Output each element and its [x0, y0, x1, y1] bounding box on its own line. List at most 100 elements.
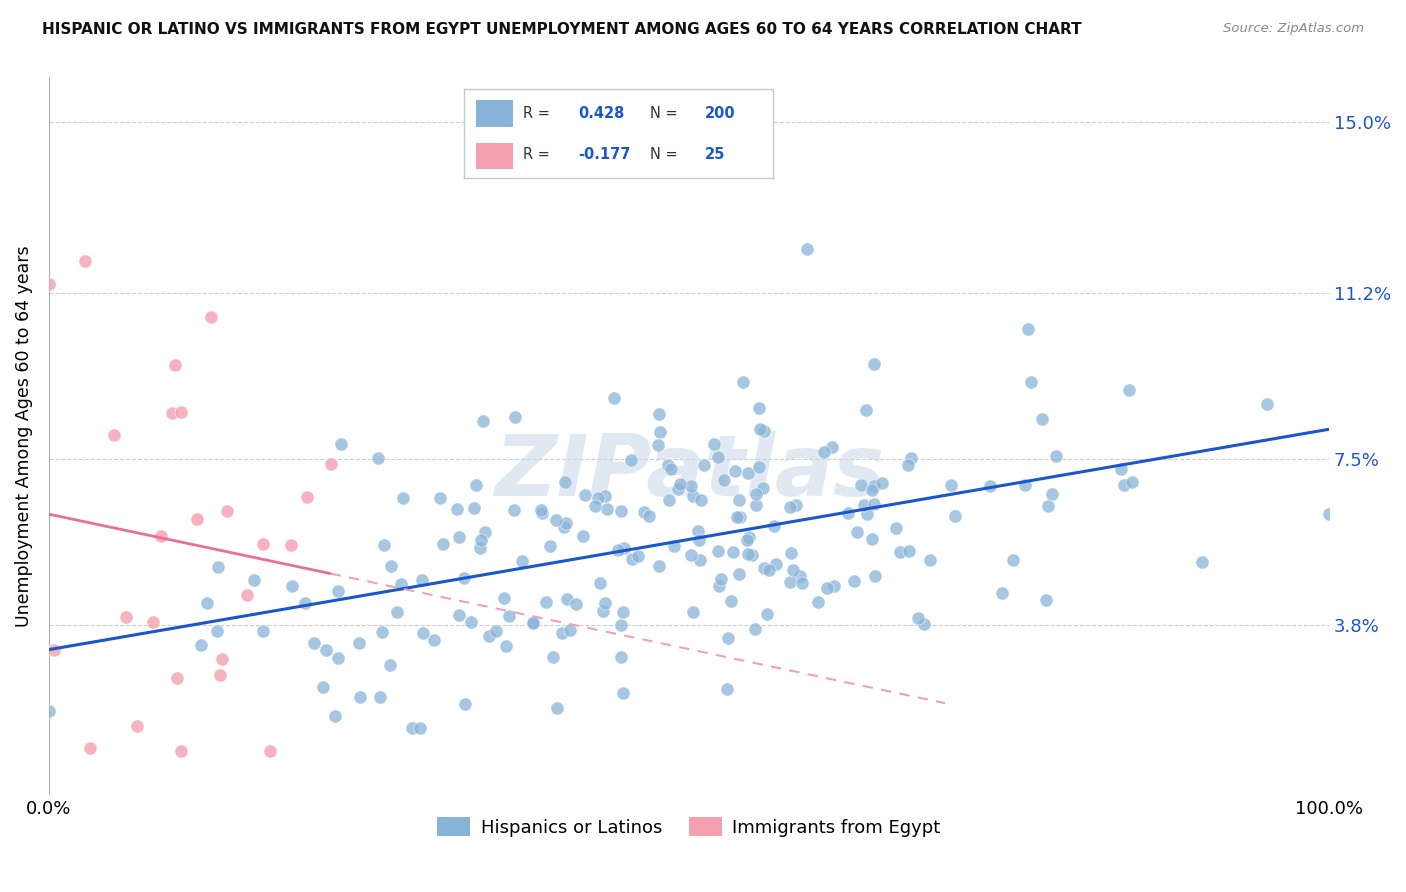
Point — [1031, 412, 1053, 426]
Point — [1019, 375, 1042, 389]
Point — [551, 625, 574, 640]
Point — [1035, 593, 1057, 607]
Point — [205, 624, 228, 638]
Point — [758, 562, 780, 576]
Point — [311, 681, 333, 695]
Point — [498, 608, 520, 623]
Point — [522, 615, 544, 630]
Point — [815, 581, 838, 595]
Point — [170, 743, 193, 757]
Point — [621, 552, 644, 566]
Point — [633, 505, 655, 519]
Point — [328, 584, 350, 599]
Point — [681, 479, 703, 493]
Point — [474, 524, 496, 539]
Point — [464, 478, 486, 492]
Point — [716, 682, 738, 697]
Point — [536, 595, 558, 609]
Point — [166, 671, 188, 685]
Point — [1109, 462, 1132, 476]
Point — [720, 593, 742, 607]
Point — [319, 457, 342, 471]
Point — [370, 690, 392, 704]
Point — [1256, 397, 1278, 411]
Point — [785, 498, 807, 512]
Point — [463, 501, 485, 516]
Text: Source: ZipAtlas.com: Source: ZipAtlas.com — [1223, 22, 1364, 36]
Point — [855, 507, 877, 521]
Point — [823, 579, 845, 593]
Point — [1121, 475, 1143, 489]
Point — [748, 401, 770, 415]
Point — [752, 424, 775, 438]
Point — [682, 489, 704, 503]
Point — [103, 428, 125, 442]
Point — [401, 721, 423, 735]
Point — [503, 502, 526, 516]
Point — [846, 525, 869, 540]
Point — [530, 503, 553, 517]
Point — [648, 407, 671, 421]
Point — [588, 491, 610, 505]
Point — [470, 533, 492, 548]
Point — [329, 437, 352, 451]
Point — [593, 596, 616, 610]
Point — [208, 668, 231, 682]
Point — [638, 508, 661, 523]
Text: R =: R = — [523, 147, 550, 161]
Point — [765, 557, 787, 571]
Point — [751, 481, 773, 495]
Point — [186, 512, 208, 526]
Point — [613, 541, 636, 555]
Point — [252, 536, 274, 550]
Point — [592, 604, 614, 618]
Point — [602, 391, 624, 405]
Point — [485, 624, 508, 638]
Point — [531, 506, 554, 520]
Point — [79, 741, 101, 756]
Point — [727, 492, 749, 507]
Point — [688, 533, 710, 548]
Point — [546, 513, 568, 527]
Point — [75, 254, 97, 268]
Point — [752, 561, 775, 575]
Point — [607, 543, 630, 558]
Point — [682, 605, 704, 619]
Point — [432, 537, 454, 551]
Point — [648, 558, 671, 573]
Point — [710, 572, 733, 586]
Point — [860, 483, 883, 498]
Point — [367, 450, 389, 465]
Point — [707, 579, 730, 593]
Point — [733, 375, 755, 389]
Point — [900, 451, 922, 466]
Point — [609, 504, 631, 518]
Point — [717, 631, 740, 645]
Point — [1191, 554, 1213, 568]
Point — [429, 491, 451, 506]
Point — [494, 591, 516, 605]
Point — [735, 533, 758, 547]
Point — [454, 697, 477, 711]
Point — [703, 437, 725, 451]
Point — [898, 544, 921, 558]
Point — [744, 623, 766, 637]
Point — [349, 690, 371, 704]
Text: -0.177: -0.177 — [578, 147, 631, 161]
Point — [142, 615, 165, 630]
Point — [589, 576, 612, 591]
Point — [460, 615, 482, 629]
Legend: Hispanics or Latinos, Immigrants from Egypt: Hispanics or Latinos, Immigrants from Eg… — [430, 810, 948, 844]
Point — [728, 510, 751, 524]
Point — [503, 410, 526, 425]
Point — [666, 482, 689, 496]
Point — [165, 358, 187, 372]
Point — [541, 649, 564, 664]
Point — [647, 438, 669, 452]
Point — [686, 524, 709, 538]
Point — [1038, 499, 1060, 513]
Point — [748, 459, 770, 474]
Point — [920, 553, 942, 567]
Point — [472, 414, 495, 428]
Point — [572, 529, 595, 543]
